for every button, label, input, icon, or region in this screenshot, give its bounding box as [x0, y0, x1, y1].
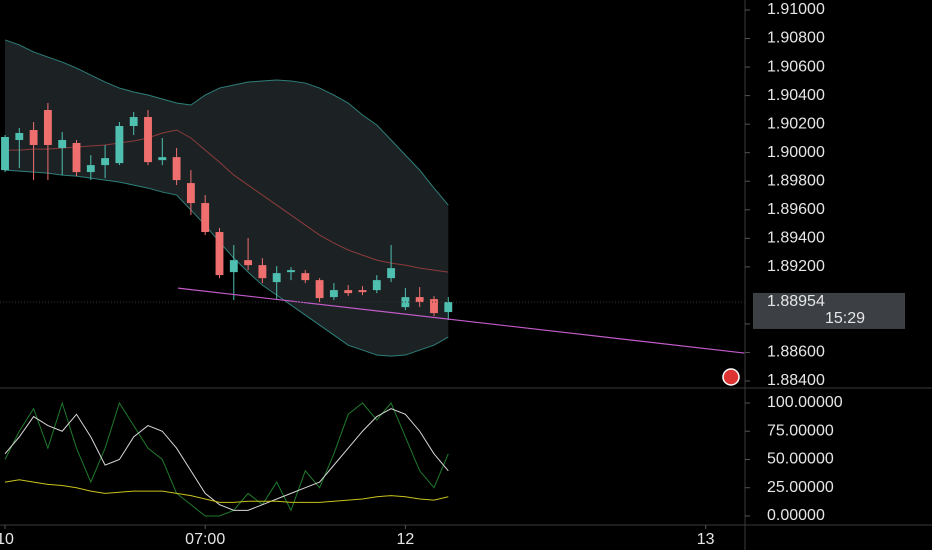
candle-body: [258, 265, 267, 279]
candle-body: [101, 158, 110, 166]
candle-body: [444, 301, 453, 313]
last-price-label: 1.88954: [767, 293, 825, 310]
y-tick-label: 25.00000: [767, 479, 834, 496]
candle-body: [201, 203, 210, 233]
candle-body: [186, 183, 195, 204]
candle-body: [172, 157, 181, 181]
candle-body: [1, 136, 9, 171]
candle-body: [329, 290, 338, 298]
candle-body: [301, 273, 310, 281]
countdown-label: 15:29: [825, 310, 865, 327]
x-tick-label: 13: [697, 531, 715, 548]
candle-body: [15, 132, 24, 140]
y-tick-label: 1.90200: [767, 115, 825, 132]
candle-body: [387, 268, 396, 279]
y-tick-label: 50.00000: [767, 451, 834, 468]
candle-body: [86, 165, 95, 173]
x-tick-label: 07:00: [185, 531, 225, 548]
candle-body: [358, 290, 367, 293]
y-tick-label: 75.00000: [767, 422, 834, 439]
candle-body: [115, 126, 124, 164]
y-tick-label: 1.90400: [767, 87, 825, 104]
candle-body: [344, 290, 353, 294]
y-tick-label: 1.90800: [767, 30, 825, 47]
y-tick-label: 1.91000: [767, 1, 825, 18]
candle-body: [158, 157, 167, 161]
y-tick-label: 0.00000: [767, 507, 825, 524]
flag-icon[interactable]: [722, 368, 740, 386]
line-series: [4, 401, 449, 517]
line-series: [4, 408, 449, 511]
band-line: [4, 39, 449, 206]
trendline: [177, 287, 745, 354]
candle-body: [287, 270, 295, 273]
candle-body: [72, 142, 81, 173]
candle-body: [272, 273, 281, 283]
y-tick-label: 100.00000: [767, 394, 843, 411]
y-tick-label: 1.90600: [767, 58, 825, 75]
y-tick-label: 1.88400: [767, 372, 825, 389]
x-tick-label: 12: [396, 531, 414, 548]
band-fill: [5, 39, 449, 357]
candle-body: [58, 139, 67, 148]
last-price-box: [753, 292, 905, 329]
candle-body: [229, 260, 238, 273]
candle-body: [129, 117, 138, 127]
line-series: [4, 479, 449, 503]
y-tick-label: 1.89200: [767, 258, 825, 275]
candle-body: [215, 232, 224, 276]
y-tick-label: 1.90000: [767, 144, 825, 161]
candle-body: [315, 280, 324, 299]
candle-body: [372, 280, 381, 291]
y-tick-label: 1.89600: [767, 201, 825, 218]
candle-body: [29, 129, 38, 145]
x-tick-label: 10: [0, 531, 14, 548]
y-tick-label: 1.89400: [767, 230, 825, 247]
candle-body: [244, 260, 253, 266]
candle-body: [43, 110, 52, 145]
candle-body: [430, 299, 438, 314]
band-line: [4, 169, 449, 357]
y-tick-label: 1.89800: [767, 172, 825, 189]
y-tick-label: 1.88600: [767, 344, 825, 361]
candle-body: [144, 117, 152, 163]
candle-body: [415, 297, 424, 303]
